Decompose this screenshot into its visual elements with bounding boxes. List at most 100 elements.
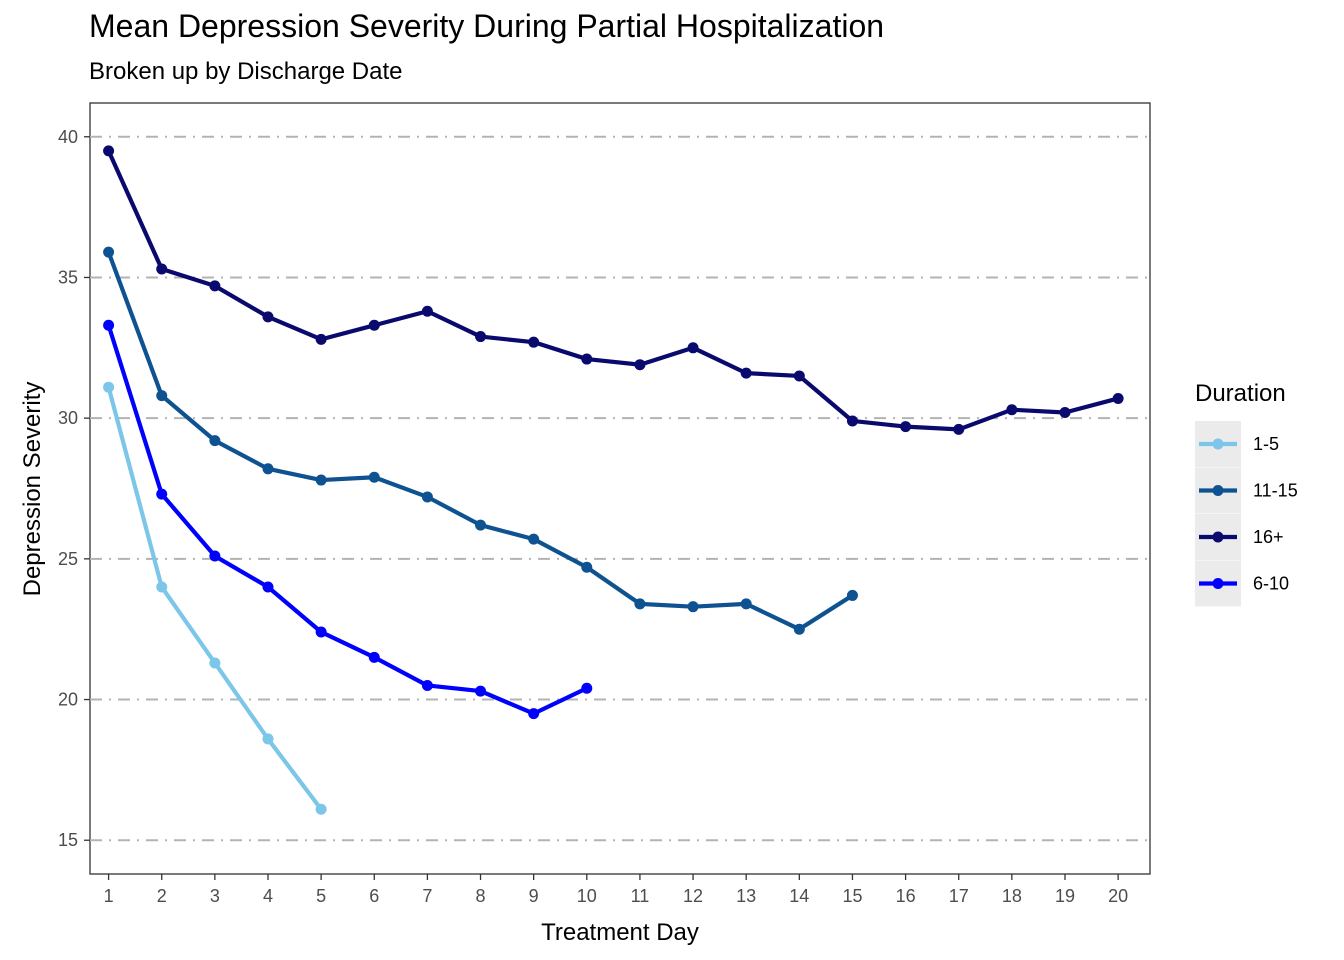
legend: Duration 1-5 11-15 16+ 6-10 [1195, 380, 1298, 607]
x-tick-label: 1 [104, 886, 114, 906]
x-tick-label: 12 [683, 886, 703, 906]
y-tick-label: 30 [58, 408, 78, 428]
legend-key-point [1212, 578, 1224, 589]
data-point [793, 623, 805, 635]
data-point [475, 331, 487, 343]
x-tick-label: 5 [316, 886, 326, 906]
x-tick-label: 8 [476, 886, 486, 906]
data-point [103, 319, 115, 331]
data-point [262, 463, 274, 475]
series-16+ [103, 145, 1124, 435]
data-point [156, 390, 168, 402]
legend-key-point [1212, 531, 1224, 543]
data-point [315, 333, 327, 345]
data-point [103, 381, 115, 393]
series-line [106, 149, 1119, 432]
x-tick-label: 17 [949, 886, 969, 906]
y-tick-label: 40 [58, 127, 78, 147]
data-point [421, 305, 433, 317]
legend-label: 11-15 [1253, 481, 1298, 501]
chart-subtitle: Broken up by Discharge Date [89, 58, 403, 85]
data-point [156, 581, 168, 593]
legend-key-point [1212, 485, 1224, 496]
data-point [262, 311, 274, 323]
data-point [687, 601, 699, 613]
data-point [528, 708, 540, 720]
x-tick-label: 14 [789, 886, 809, 906]
data-point [687, 342, 699, 354]
gridlines [90, 135, 1150, 842]
data-point [421, 491, 433, 503]
x-tick-label: 9 [529, 886, 539, 906]
x-tick-label: 10 [577, 886, 597, 906]
legend-title: Duration [1195, 380, 1286, 407]
data-point [846, 415, 858, 427]
x-axis-title: Treatment Day [541, 919, 699, 946]
data-point [900, 421, 912, 433]
legend-item: 6-10 [1195, 560, 1289, 607]
data-point [315, 626, 327, 638]
series-line [106, 324, 588, 716]
data-point [209, 657, 221, 669]
legend-item: 1-5 [1195, 421, 1279, 467]
data-point [262, 733, 274, 745]
x-tick-label: 2 [157, 886, 167, 906]
data-point [421, 679, 433, 691]
y-axis-title: Depression Severity [19, 382, 46, 597]
x-tick-label: 20 [1108, 886, 1128, 906]
x-tick-label: 6 [369, 886, 379, 906]
data-point [581, 682, 593, 694]
data-point [156, 263, 168, 275]
x-tick-label: 15 [842, 886, 862, 906]
data-point [475, 685, 487, 697]
data-point [156, 488, 168, 500]
data-point [103, 246, 115, 258]
data-point [740, 367, 752, 379]
data-point [1059, 407, 1071, 419]
data-point [368, 471, 380, 483]
chart-title: Mean Depression Severity During Partial … [89, 8, 885, 44]
legend-label: 1-5 [1253, 434, 1279, 454]
x-tick-label: 3 [210, 886, 220, 906]
data-point [315, 474, 327, 486]
data-point [528, 336, 540, 348]
data-point [953, 423, 965, 435]
series-lines [103, 145, 1124, 815]
legend-item: 11-15 [1195, 467, 1298, 514]
y-tick-label: 15 [58, 830, 78, 850]
data-point [793, 370, 805, 382]
data-point [634, 359, 646, 371]
data-point [581, 561, 593, 573]
y-tick-label: 20 [58, 690, 78, 710]
y-tick-label: 35 [58, 267, 78, 287]
x-tick-label: 4 [263, 886, 273, 906]
data-point [1006, 404, 1018, 416]
series-6-10 [103, 319, 593, 720]
data-point [368, 319, 380, 331]
x-tick-label: 11 [631, 886, 650, 906]
y-tick-label: 25 [58, 549, 78, 569]
x-tick-label: 18 [1002, 886, 1022, 906]
plot-panel [89, 102, 1151, 875]
legend-key-point [1212, 438, 1224, 450]
data-point [368, 651, 380, 663]
x-tick-label: 13 [736, 886, 756, 906]
legend-item: 16+ [1195, 514, 1284, 560]
data-point [846, 589, 858, 601]
data-point [209, 550, 221, 562]
x-tick-label: 19 [1055, 886, 1075, 906]
x-tick-label: 16 [896, 886, 916, 906]
data-point [581, 353, 593, 365]
x-tick-label: 7 [422, 886, 432, 906]
legend-label: 6-10 [1253, 574, 1289, 594]
data-point [103, 145, 115, 157]
data-point [634, 598, 646, 610]
data-point [475, 519, 487, 531]
data-point [209, 435, 221, 447]
data-point [209, 280, 221, 292]
data-point [262, 581, 274, 593]
series-1-5 [103, 381, 327, 815]
data-point [1112, 392, 1124, 404]
